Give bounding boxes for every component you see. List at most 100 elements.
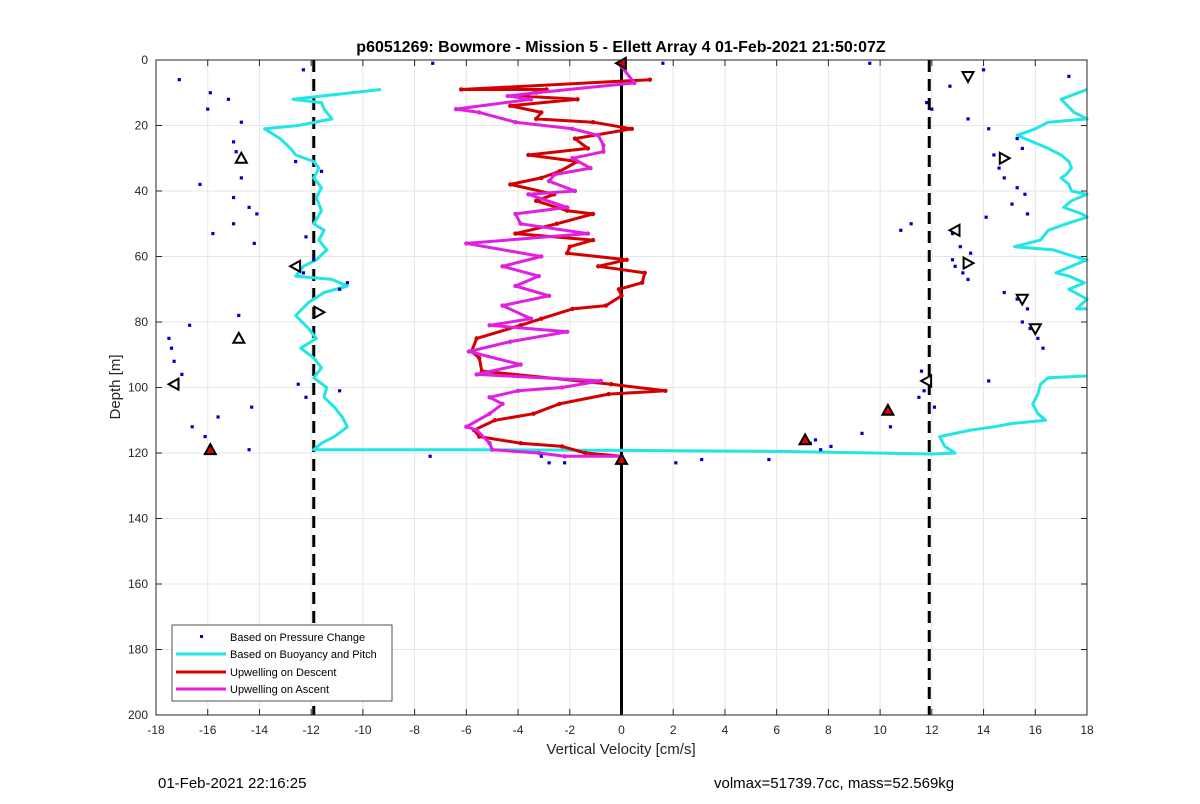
descent-point xyxy=(508,103,513,109)
pressure-change-point xyxy=(997,166,1001,170)
pressure-change-point xyxy=(172,359,176,363)
triangle-marker xyxy=(947,223,961,238)
y-tick-label: 0 xyxy=(141,53,148,67)
descent-point xyxy=(531,411,536,416)
pressure-change-point xyxy=(813,438,818,442)
pressure-change-point xyxy=(829,444,833,449)
triangle-marker xyxy=(797,432,813,446)
pressure-change-point xyxy=(981,68,986,72)
ascent-point xyxy=(500,264,505,269)
pressure-change-point xyxy=(216,415,220,419)
pressure-change-point xyxy=(917,395,921,399)
x-tick-label: 8 xyxy=(825,723,832,737)
ascent-point xyxy=(518,362,523,367)
descent-point xyxy=(492,418,497,423)
pressure-change-point xyxy=(819,448,823,452)
legend-entry-pressure: Based on Pressure Change xyxy=(200,632,365,644)
ascent-point xyxy=(464,241,469,246)
pressure-change-point xyxy=(208,91,212,95)
descent-point xyxy=(526,152,531,158)
legend-entry-ascent: Upwelling on Ascent xyxy=(176,684,329,696)
triangle-marker xyxy=(1015,293,1030,307)
pressure-change-point xyxy=(950,258,955,262)
pressure-change-point xyxy=(1002,290,1006,295)
ascent-point xyxy=(536,273,541,279)
ascent-point xyxy=(546,293,552,298)
pressure-change-point xyxy=(239,176,243,180)
pressure-change-point xyxy=(932,405,937,409)
pressure-change-point xyxy=(188,323,192,327)
descent-point xyxy=(642,270,647,276)
legend-entry-buoyancy: Based on Buoyancy and Pitch xyxy=(176,649,377,661)
pressure-change-point xyxy=(948,84,952,88)
ascent-point xyxy=(596,133,601,138)
descent-point xyxy=(554,221,560,226)
series-layer xyxy=(167,61,1089,465)
pressure-change-point xyxy=(312,258,316,262)
ascent-point xyxy=(533,90,539,95)
ascent-point xyxy=(477,110,482,115)
ascent-point xyxy=(572,188,578,194)
descent-point xyxy=(474,336,479,341)
descent-point xyxy=(583,450,588,456)
pressure-change-point xyxy=(247,205,251,209)
descent-point xyxy=(539,110,544,115)
ascent-point xyxy=(585,231,591,236)
pressure-change-point xyxy=(180,372,184,376)
legend-entry-descent: Upwelling on Descent xyxy=(176,667,336,679)
descent-point xyxy=(596,264,601,269)
pressure-change-point xyxy=(888,425,893,429)
pressure-change-point xyxy=(961,271,965,275)
descent-point xyxy=(572,136,578,141)
descent-point xyxy=(608,382,614,387)
pressure-change-point xyxy=(345,281,349,285)
triangle-marker xyxy=(880,402,896,416)
pressure-change-point xyxy=(700,457,704,462)
x-tick-label: -6 xyxy=(461,723,472,737)
pressure-change-point xyxy=(428,454,432,458)
pressure-change-point xyxy=(301,271,306,275)
pressure-change-point xyxy=(1036,336,1040,340)
triangle-marker xyxy=(203,442,218,456)
triangle-markers xyxy=(166,56,1043,465)
ascent-point xyxy=(487,323,492,328)
triangle-marker xyxy=(313,305,327,320)
pressure-change-point xyxy=(950,231,955,236)
ascent-point xyxy=(539,254,544,259)
x-tick-label: -10 xyxy=(354,723,372,737)
descent-line xyxy=(459,78,667,458)
ascent-point xyxy=(474,427,479,433)
pressure-change-point xyxy=(539,454,543,458)
y-tick-label: 200 xyxy=(128,708,148,722)
buoyancy-pitch-line xyxy=(1013,88,1089,311)
x-tick-label: -2 xyxy=(564,723,575,737)
ascent-point xyxy=(508,339,513,344)
y-tick-label: 120 xyxy=(128,446,148,460)
axis-ticks: -18 -16 -14 -12 -10 -8 -6 -4 -2 0 2 4 6 8 10 12 14 16 1802… xyxy=(128,53,1094,737)
descent-point xyxy=(564,208,570,213)
pressure-change-point xyxy=(1023,192,1027,196)
descent-point xyxy=(533,198,539,204)
descent-point xyxy=(570,306,575,312)
triangle-marker xyxy=(288,259,302,274)
pressure-change-point xyxy=(969,251,973,255)
triangle-marker xyxy=(231,330,246,344)
legend: Based on Pressure Change Based on Buoyan… xyxy=(171,624,393,702)
pressure-change-point xyxy=(211,231,215,236)
x-tick-label: -8 xyxy=(409,723,420,737)
legend-label-pressure: Based on Pressure Change xyxy=(230,632,365,644)
pressure-change-point xyxy=(177,78,181,82)
ascent-point xyxy=(466,349,472,354)
triangle-marker xyxy=(960,71,976,84)
pressure-change-point xyxy=(1002,176,1006,180)
pressure-change-point xyxy=(203,435,207,439)
pressure-change-point xyxy=(563,461,567,465)
x-tick-label: 10 xyxy=(873,723,887,737)
pressure-change-point xyxy=(338,287,342,291)
descent-point xyxy=(590,120,596,125)
pressure-change-point xyxy=(958,245,962,249)
ascent-point xyxy=(562,454,567,459)
ascent-point xyxy=(528,97,534,102)
descent-point xyxy=(603,303,609,308)
